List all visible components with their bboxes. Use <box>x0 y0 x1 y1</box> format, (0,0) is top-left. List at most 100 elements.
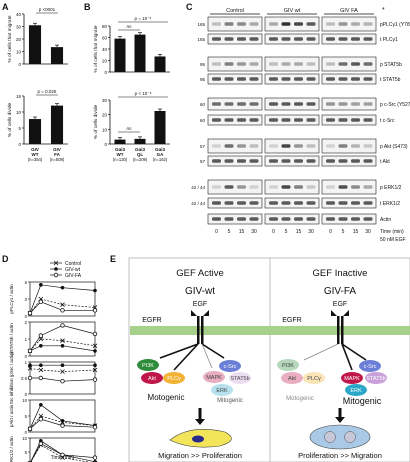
y-tick-label: 20 <box>16 37 22 42</box>
blot-band <box>326 144 335 148</box>
molecular-weight: 165 <box>197 22 205 27</box>
blot-band <box>363 185 373 189</box>
mitogenic-label: Mitogenic <box>343 396 382 406</box>
molecular-weight: 60 <box>200 102 206 107</box>
blot-band <box>269 217 278 221</box>
y-tick-label: 1 <box>25 337 28 342</box>
blot-frame <box>207 114 263 126</box>
blot-band <box>281 62 291 66</box>
group-label: Gαi3 <box>135 147 146 152</box>
akt-node <box>281 372 303 384</box>
egfr-receptor <box>337 316 340 344</box>
blot-band <box>326 62 335 66</box>
blot-frame <box>321 155 377 167</box>
blot-band <box>212 22 221 26</box>
blot-band <box>306 77 316 81</box>
data-point <box>38 441 44 446</box>
blot-band <box>281 77 291 81</box>
y-tick-label: 15 <box>16 94 22 99</box>
y-tick-label: 0 <box>25 392 28 397</box>
group-label: Gαi3 <box>155 147 166 152</box>
data-point <box>92 308 98 313</box>
panel-letter-d: D <box>2 254 9 264</box>
blot-band <box>281 201 291 205</box>
blot-band <box>224 118 234 122</box>
data-point <box>92 425 98 430</box>
data-point <box>39 363 43 368</box>
blot-band <box>363 62 373 66</box>
blot-band <box>363 201 373 205</box>
panel-letter-b: B <box>84 2 91 12</box>
pi3k-node <box>137 359 159 371</box>
blot-frame <box>264 97 320 111</box>
arrow-path <box>341 343 367 361</box>
egfr-receptor <box>201 316 204 344</box>
blot-band <box>363 144 373 148</box>
series-line <box>30 440 96 462</box>
blot-band <box>212 37 221 41</box>
data-point <box>93 288 97 293</box>
data-point <box>60 323 65 328</box>
legend-marker <box>53 260 59 266</box>
blot-band <box>338 159 348 163</box>
blot-band <box>212 77 221 81</box>
blot-band <box>294 62 303 66</box>
y-axis-label: % of cells that migrate <box>93 25 99 73</box>
blot-band <box>294 201 303 205</box>
akt-node-label: Akt <box>288 376 296 382</box>
data-point <box>38 299 44 305</box>
group-n: (n=162) <box>153 157 168 162</box>
y-axis-label: % of cells divide <box>7 102 13 137</box>
p-value: p = 0.025 <box>38 89 57 94</box>
bar <box>114 139 126 144</box>
blot-frame <box>321 197 377 209</box>
blot-band <box>237 37 246 41</box>
blot-band <box>306 37 316 41</box>
cell-membrane <box>270 326 410 335</box>
motogenic-label: Motogenic <box>148 393 185 402</box>
y-tick-label: 10 <box>16 110 22 115</box>
molecular-weight: 95 <box>200 77 206 82</box>
blot-band <box>237 102 246 106</box>
data-point <box>93 349 97 353</box>
blot-frame <box>207 16 263 32</box>
blot-band <box>237 22 246 26</box>
time-point-label: 15 <box>239 229 245 235</box>
erk-node <box>211 384 233 396</box>
data-point <box>27 426 33 431</box>
blot-band <box>294 102 303 106</box>
blot-band <box>269 185 278 189</box>
panel-letter-c: C <box>186 2 193 12</box>
blot-band <box>224 201 234 205</box>
data-point <box>39 403 43 407</box>
blot-band <box>212 118 221 122</box>
csrc-node <box>219 360 241 372</box>
series-line <box>29 368 96 372</box>
data-point <box>60 452 65 457</box>
blot-band <box>224 37 234 41</box>
blot-frame <box>207 97 263 111</box>
blot-band <box>237 77 246 81</box>
blot-frame <box>207 197 263 209</box>
plc-node-label: PLCγ <box>307 376 321 382</box>
p-value: p < 10⁻⁶ <box>135 91 152 96</box>
egf-ligand <box>343 310 349 316</box>
blot-band <box>281 37 291 41</box>
group-label: Gαi3 <box>115 147 126 152</box>
y-axis-label: pAkt / actin <box>9 404 14 427</box>
blot-band <box>281 22 291 26</box>
bar <box>134 138 146 144</box>
blot-frame <box>321 56 377 72</box>
blot-band <box>338 37 348 41</box>
blot-band <box>326 22 335 26</box>
blot-band <box>281 118 291 122</box>
giv-label: GIV-wt <box>185 286 215 297</box>
outcome-arrowhead <box>195 419 205 425</box>
stat5b-node-label: STAT5b <box>366 376 385 382</box>
plc-node <box>163 372 185 384</box>
time-point-label: 5 <box>228 229 231 235</box>
blot-band <box>224 217 234 221</box>
outcome-label: Migration >> Proliferation <box>158 451 242 460</box>
blot-band <box>363 77 373 81</box>
molecular-weight: 57 <box>200 159 206 164</box>
